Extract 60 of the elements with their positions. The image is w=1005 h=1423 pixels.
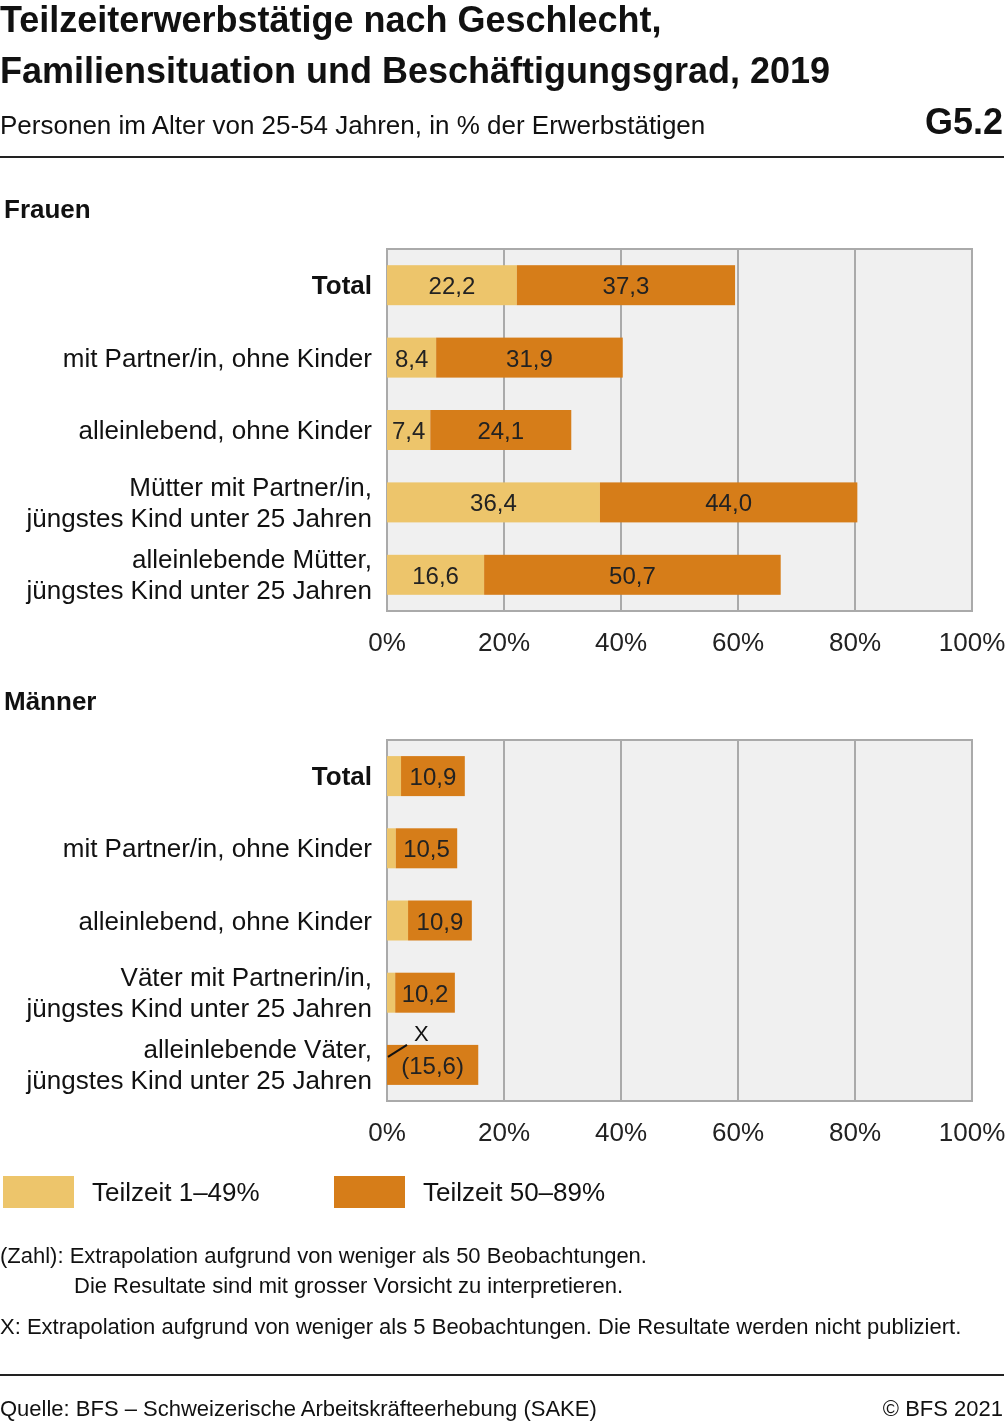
data-label: 36,4 — [470, 489, 517, 517]
data-label: 16,6 — [412, 561, 459, 589]
y-tick-label: Väter mit Partnerin/in, jüngstes Kind unter 25 Jahren — [25, 962, 372, 1024]
x-tick-label: 100% — [938, 1117, 1005, 1147]
data-label: 37,3 — [602, 272, 650, 300]
bar — [484, 554, 781, 595]
bar — [387, 756, 402, 797]
data-label: 31,9 — [506, 344, 553, 372]
x-tick-label: 80% — [828, 627, 882, 657]
data-label: 10,5 — [403, 835, 450, 863]
text: © BFS 2021 — [882, 1396, 1003, 1421]
text: (Zahl): Extrapolation aufgrund von weniger als 50 Beobachtungen. Die Resultate sind mit grosser Vorsicht zu interpretieren. — [0, 1243, 647, 1298]
text: Männer — [4, 686, 97, 716]
y-tick-label: Total — [311, 270, 372, 301]
x-tick-label: 60% — [711, 1117, 765, 1147]
x-tick-label: 0% — [368, 627, 406, 657]
data-label: 7,4 — [391, 417, 426, 444]
data-label: 24,1 — [477, 417, 525, 444]
x-tick-label: 40% — [594, 627, 648, 657]
data-label: 10,2 — [401, 979, 449, 1007]
bar — [436, 337, 623, 378]
x-tick-label: 80% — [828, 1117, 882, 1147]
data-label: 44,0 — [705, 489, 752, 517]
text: Frauen — [4, 194, 91, 224]
legend-label: Teilzeit 50–89% — [423, 1177, 606, 1207]
x-tick-label: 20% — [477, 1117, 531, 1147]
source-note: Quelle: BFS – Schweizerische Arbeitskräfteerhebung (SAKE) — [0, 1396, 597, 1421]
bar — [387, 554, 485, 595]
bar — [599, 482, 858, 523]
bar — [516, 265, 736, 306]
x-tick-label: 60% — [711, 627, 765, 657]
data-label: 10,9 — [416, 907, 464, 935]
text: X: Extrapolation aufgrund von weniger als 5 Beobachtungen. Die Resultate werden nicht publiziert. — [0, 1314, 962, 1339]
y-tick-label: alleinlebende Mütter, jüngstes Kind unter 25 Jahren — [25, 544, 372, 606]
bar — [387, 900, 409, 941]
text: Teilzeiterwerbstätige nach Geschlecht, Familiensituation und Beschäftigungsgrad, 2019 — [0, 0, 831, 91]
y-tick-label: alleinlebend, ohne Kinder — [78, 905, 373, 936]
data-label: 22,2 — [428, 272, 476, 300]
y-tick-label: mit Partner/in, ohne Kinder — [62, 833, 373, 864]
legend-label: Teilzeit 1–49% — [92, 1177, 260, 1207]
x-tick-label: 20% — [477, 627, 531, 657]
bar — [430, 410, 572, 450]
data-label: 10,9 — [409, 763, 457, 791]
x-tick-label: 0% — [368, 1117, 406, 1147]
bar — [387, 482, 600, 523]
x-tick-label: 100% — [938, 627, 1005, 657]
y-tick-label: Total — [311, 761, 372, 792]
y-tick-label: mit Partner/in, ohne Kinder — [62, 342, 373, 373]
y-tick-label: Mütter mit Partner/in, jüngstes Kind unter 25 Jahren — [25, 471, 372, 533]
y-tick-label: alleinlebend, ohne Kinder — [78, 415, 373, 445]
data-label: 50,7 — [609, 561, 656, 589]
bar — [387, 828, 396, 869]
data-label: 8,4 — [394, 344, 429, 372]
text: Personen im Alter von 25-54 Jahren, in % der Erwerbstätigen — [0, 110, 706, 140]
y-tick-label: alleinlebende Väter, jüngstes Kind unter 25 Jahren — [25, 1034, 372, 1096]
x-tick-label: 40% — [594, 1117, 648, 1147]
annotation: X — [414, 1020, 429, 1046]
bar — [387, 265, 517, 306]
bar — [387, 972, 396, 1013]
text: G5.2 — [924, 101, 1003, 142]
